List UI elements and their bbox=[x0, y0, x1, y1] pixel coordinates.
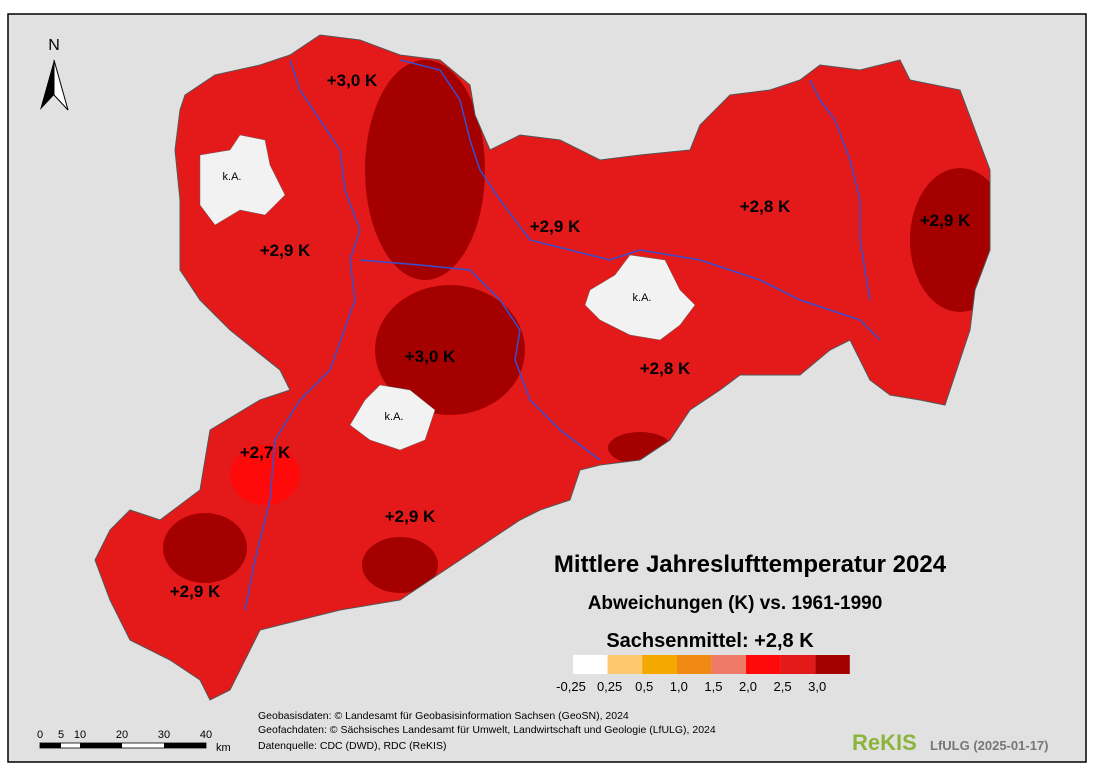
no-data-area bbox=[349, 384, 436, 451]
legend: -0,25 0,25 0,5 1,0 1,5 2,0 2,5 3,0 bbox=[556, 655, 850, 694]
hot-area bbox=[163, 513, 247, 583]
north-arrow: N bbox=[40, 37, 69, 111]
region-label: +2,8 K bbox=[740, 197, 791, 216]
hot-area bbox=[362, 537, 438, 593]
scale-label: 0 bbox=[37, 729, 43, 741]
logo: ReKIS bbox=[852, 730, 917, 755]
credit: Geobasisdaten: © Landesamt für Geobasisi… bbox=[258, 710, 629, 722]
no-data-label: k.A. bbox=[385, 411, 404, 423]
legend-label: -0,25 bbox=[556, 679, 586, 694]
legend-swatch bbox=[815, 655, 850, 674]
legend-swatch bbox=[642, 655, 677, 674]
scale-label: 20 bbox=[116, 729, 128, 741]
legend-label: 0,5 bbox=[635, 679, 653, 694]
legend-swatch bbox=[573, 655, 608, 674]
subtitle: Abweichungen (K) vs. 1961-1990 bbox=[588, 593, 883, 614]
warm-area bbox=[230, 445, 300, 505]
scale-segment bbox=[164, 743, 206, 748]
legend-swatch bbox=[607, 655, 643, 674]
scale-bar: 0 5 10 20 30 40 km bbox=[37, 729, 231, 754]
legend-swatch bbox=[746, 655, 781, 674]
no-data-label: k.A. bbox=[223, 171, 242, 183]
region-label: +2,7 K bbox=[240, 443, 291, 462]
north-label: N bbox=[48, 37, 60, 54]
scale-label: 10 bbox=[74, 729, 86, 741]
scale-label: 40 bbox=[200, 729, 212, 741]
title: Mittlere Jahreslufttemperatur 2024 bbox=[554, 551, 947, 578]
state-mean: Sachsenmittel: +2,8 K bbox=[606, 630, 814, 652]
legend-label: 3,0 bbox=[808, 679, 826, 694]
region-label: +2,9 K bbox=[530, 217, 581, 236]
legend-label: 0,25 bbox=[597, 679, 622, 694]
rivers bbox=[244, 59, 881, 611]
legend-swatch bbox=[711, 655, 746, 674]
legend-label: 2,0 bbox=[739, 679, 757, 694]
no-data-area bbox=[199, 134, 286, 226]
region-label: +2,8 K bbox=[640, 359, 691, 378]
hot-area bbox=[375, 285, 525, 415]
credit: Datenquelle: CDC (DWD), RDC (ReKIS) bbox=[258, 740, 446, 752]
no-data-label: k.A. bbox=[633, 292, 652, 304]
scale-unit: km bbox=[216, 742, 231, 754]
scale-segment bbox=[80, 743, 122, 748]
legend-swatch bbox=[780, 655, 816, 674]
credit: Geofachdaten: © Sächsisches Landesamt fü… bbox=[258, 724, 716, 736]
region-label: +3,0 K bbox=[327, 71, 378, 90]
no-data-area bbox=[584, 254, 696, 341]
region-label: +2,9 K bbox=[385, 507, 436, 526]
logo-suffix: LfULG (2025-01-17) bbox=[930, 738, 1048, 753]
scale-label: 5 bbox=[58, 729, 64, 741]
region-label: +3,0 K bbox=[405, 347, 456, 366]
region-label: +2,9 K bbox=[260, 241, 311, 260]
legend-label: 1,5 bbox=[704, 679, 722, 694]
region-label: +2,9 K bbox=[920, 211, 971, 230]
scale-label: 30 bbox=[158, 729, 170, 741]
legend-label: 1,0 bbox=[670, 679, 688, 694]
legend-label: 2,5 bbox=[774, 679, 792, 694]
legend-swatch bbox=[676, 655, 712, 674]
scale-segment bbox=[40, 743, 61, 748]
hot-area bbox=[365, 60, 485, 280]
region-label: +2,9 K bbox=[170, 582, 221, 601]
